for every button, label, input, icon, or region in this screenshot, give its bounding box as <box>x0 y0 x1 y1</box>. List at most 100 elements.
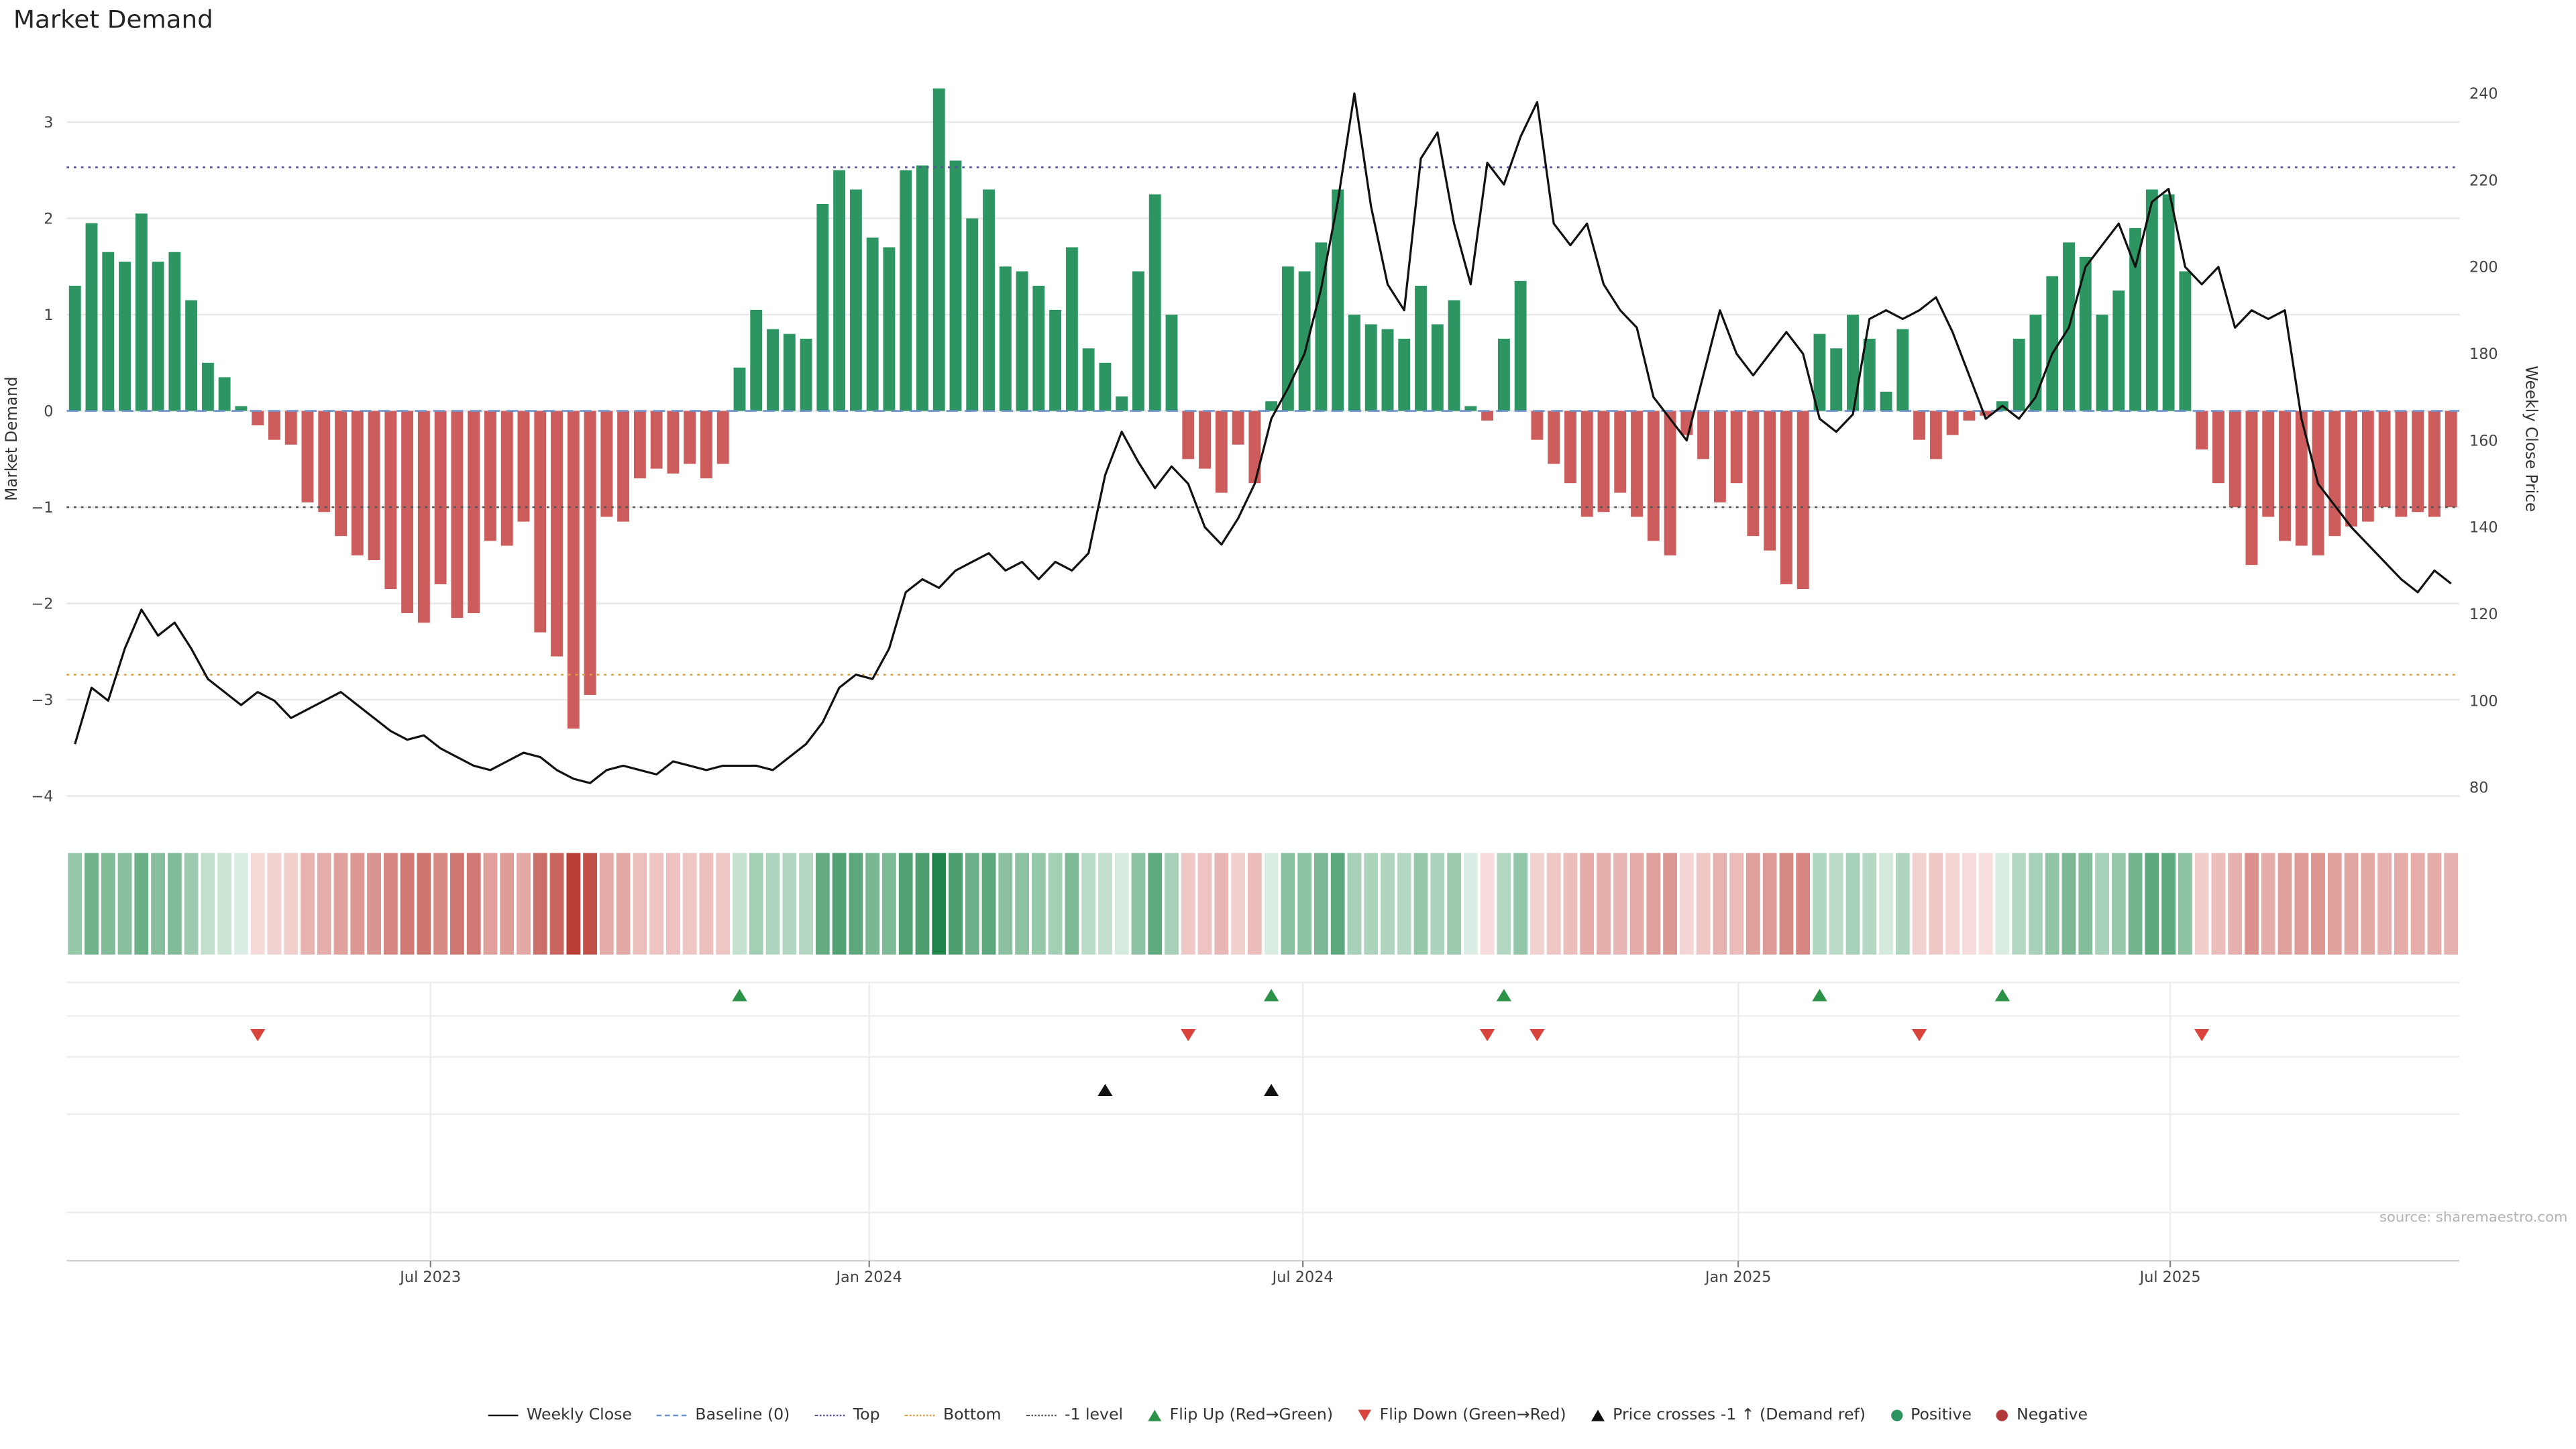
heatmap-cell <box>2394 853 2408 955</box>
heatmap-cell <box>500 853 515 955</box>
heatmap-cell <box>533 853 547 955</box>
demand-bar-positive <box>1415 285 1427 411</box>
heatmap-cell <box>882 853 896 955</box>
heatmap-cell <box>400 853 415 955</box>
heatmap-cell <box>2161 853 2176 955</box>
heatmap-cell <box>566 853 581 955</box>
demand-bar-negative <box>1946 411 1959 435</box>
heatmap-cell <box>383 853 398 955</box>
line-dotted-icon <box>904 1414 935 1417</box>
heatmap-cell <box>1978 853 1993 955</box>
demand-bar-negative <box>1631 411 1643 517</box>
legend-item-negative: Negative <box>1996 1406 2088 1425</box>
chart-legend: Weekly Close Baseline (0) Top Bottom -1 leve… <box>0 1406 2576 1425</box>
demand-bar-negative <box>434 411 447 584</box>
heatmap-cell <box>1679 853 1694 955</box>
flip-up-marker <box>1263 989 1279 1002</box>
dot-icon <box>1890 1409 1902 1421</box>
demand-bar-negative <box>700 411 712 479</box>
demand-bar-positive <box>783 333 796 411</box>
heatmap-cell <box>1148 853 1163 955</box>
source-credit: source: sharemaestro.com <box>2379 1209 2567 1225</box>
triangle-up-icon <box>1591 1409 1605 1421</box>
demand-bar-positive <box>1049 309 1062 411</box>
signal-markers <box>250 989 2210 1097</box>
heatmap-cell <box>1181 853 1195 955</box>
heatmap-cell <box>1264 853 1279 955</box>
flip-up-marker <box>1812 989 1827 1002</box>
legend-label: Negative <box>2017 1406 2088 1425</box>
heatmap-cell <box>2361 853 2375 955</box>
demand-bar-negative <box>484 411 496 541</box>
heatmap-cell <box>1131 853 1146 955</box>
legend-label: Baseline (0) <box>695 1406 790 1425</box>
heatmap-cell <box>898 853 913 955</box>
heatmap-cell <box>1813 853 1827 955</box>
demand-bar-negative <box>1780 411 1792 584</box>
heatmap-cell <box>284 853 299 955</box>
demand-bar-negative <box>1796 411 1809 590</box>
demand-bar-negative <box>650 411 663 469</box>
demand-bar-positive <box>1880 391 1892 411</box>
main-gridlines <box>66 121 2460 797</box>
demand-bar-negative <box>2196 411 2208 449</box>
demand-bar-positive <box>2079 256 2092 411</box>
demand-bar-negative <box>384 411 397 590</box>
demand-bar-negative <box>335 411 347 537</box>
demand-bar-negative <box>684 411 696 464</box>
heatmap-cell <box>1364 853 1379 955</box>
demand-bar-negative <box>2378 411 2391 508</box>
demand-bar-positive <box>235 406 248 411</box>
heatmap-cell <box>1247 853 1262 955</box>
heatmap-cell <box>633 853 647 955</box>
flip-up-marker <box>1994 989 2010 1002</box>
demand-bar-positive <box>1896 329 1909 411</box>
legend-item-price-crosses-1-demand-ref: Price crosses -1 ↑ (Demand ref) <box>1591 1407 1866 1424</box>
demand-bar-positive <box>2096 315 2108 411</box>
demand-bar-negative <box>1597 411 1610 513</box>
flip-down-marker <box>1529 1028 1545 1042</box>
heatmap-cell <box>1031 853 1046 955</box>
demand-bar-negative <box>2295 411 2308 546</box>
demand-bar-positive <box>1065 247 1078 411</box>
demand-bar-negative <box>2328 411 2341 537</box>
y-left-tick-label: −3 <box>32 692 54 709</box>
demand-bar-negative <box>1182 411 1195 460</box>
demand-bar-positive <box>85 223 98 411</box>
heatmap-cell <box>217 853 232 955</box>
heatmap-cell <box>2178 853 2192 955</box>
heatmap-cell <box>517 853 531 955</box>
demand-bar-positive <box>185 300 198 411</box>
heatmap-cell <box>1347 853 1362 955</box>
demand-bar-negative <box>667 411 680 474</box>
heatmap-cell <box>1895 853 1910 955</box>
y-left-tick-label: 3 <box>44 114 53 131</box>
y-left-tick-label: −2 <box>32 596 54 613</box>
heatmap-cell <box>1746 853 1760 955</box>
demand-bar-positive <box>1431 324 1444 411</box>
demand-bar-positive <box>883 247 896 411</box>
heatmap-cell <box>350 853 365 955</box>
demand-bar-positive <box>2145 189 2158 411</box>
demand-bar-negative <box>716 411 729 464</box>
heatmap-cell <box>998 853 1013 955</box>
demand-bar-negative <box>318 411 331 513</box>
demand-bar-negative <box>500 411 513 546</box>
heatmap-cell <box>1480 853 1495 955</box>
heatmap-cell <box>832 853 847 955</box>
heatmap-cell <box>799 853 813 955</box>
legend-label: Positive <box>1911 1406 1972 1425</box>
heatmap-cell <box>1613 853 1627 955</box>
demand-bar-negative <box>1697 411 1710 460</box>
demand-bar-negative <box>268 411 280 440</box>
legend-item-flip-down-green-red: Flip Down (Green→Red) <box>1358 1407 1566 1424</box>
heatmap-cell <box>932 853 947 955</box>
heatmap-cell <box>1862 853 1877 955</box>
heatmap-cell <box>865 853 880 955</box>
heatmap-cell <box>1563 853 1578 955</box>
demand-bar-positive <box>1863 338 1876 411</box>
demand-bar-negative <box>1248 411 1261 484</box>
demand-bar-positive <box>2046 276 2059 411</box>
heatmap-cell <box>1912 853 1927 955</box>
